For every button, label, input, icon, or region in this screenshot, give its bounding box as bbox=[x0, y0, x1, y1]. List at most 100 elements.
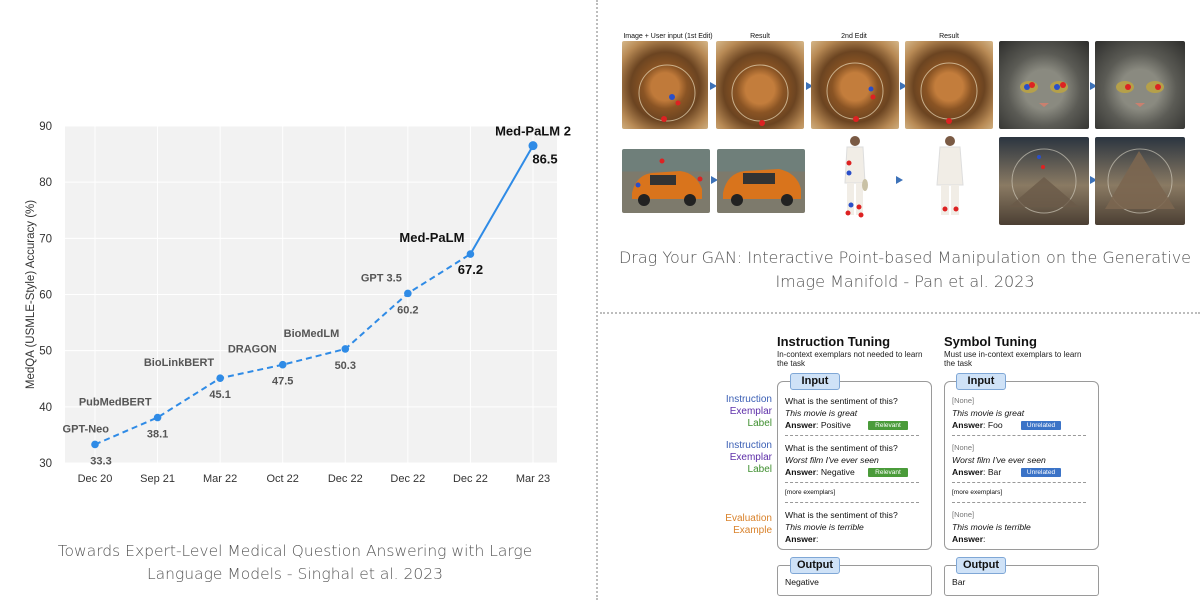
data-point bbox=[528, 141, 538, 151]
instruction-a2: Answer: Negative bbox=[785, 467, 855, 477]
person-image-edit bbox=[835, 133, 875, 223]
data-point bbox=[404, 289, 412, 298]
symbol-output-box bbox=[944, 565, 1099, 596]
value-label: 60.2 bbox=[397, 304, 418, 316]
separator bbox=[785, 502, 919, 503]
vertical-divider bbox=[596, 0, 598, 600]
side-label-exemplar: Exemplar bbox=[729, 406, 772, 417]
answer-value: Foo bbox=[987, 420, 1003, 430]
symbol-e1: This movie is great bbox=[952, 408, 1025, 418]
side-label-group-2: Instruction Exemplar Label bbox=[700, 440, 772, 476]
relevant-tag: Relevant bbox=[868, 421, 908, 430]
y-tick-label: 30 bbox=[39, 458, 52, 470]
instruction-e2: Worst film I've ever seen bbox=[785, 455, 879, 465]
separator bbox=[952, 435, 1086, 436]
x-tick-label: Mar 22 bbox=[203, 473, 237, 485]
symbol-a2: Answer: Bar bbox=[952, 467, 1002, 477]
symbol-q1: [None] bbox=[952, 396, 975, 405]
y-tick-label: 70 bbox=[39, 233, 52, 245]
symbol-q2: [None] bbox=[952, 443, 975, 452]
value-label: 47.5 bbox=[272, 376, 293, 388]
model-label: GPT 3.5 bbox=[361, 272, 402, 284]
answer-value: Negative bbox=[820, 467, 855, 477]
side-label-evaluation: Evaluation bbox=[725, 513, 772, 524]
side-label-label: Label bbox=[747, 464, 772, 475]
landscape-image-result bbox=[1095, 137, 1185, 225]
separator bbox=[952, 502, 1086, 503]
label-result-1: Result bbox=[750, 33, 770, 40]
side-label-example: Example bbox=[733, 525, 772, 536]
instruction-q3: What is the sentiment of this? bbox=[785, 510, 898, 520]
data-point bbox=[216, 374, 224, 382]
side-label-exemplar: Exemplar bbox=[729, 452, 772, 463]
side-label-label: Label bbox=[747, 418, 772, 429]
arrow-icon bbox=[1090, 82, 1097, 90]
y-axis-label: MedQA (USMLE-Style) Accuracy (%) bbox=[25, 200, 37, 389]
series-line-solid bbox=[469, 145, 534, 255]
y-tick-label: 50 bbox=[39, 346, 52, 358]
answer-value: Bar bbox=[987, 467, 1002, 477]
model-label: DRAGON bbox=[228, 344, 277, 356]
horizontal-divider bbox=[600, 312, 1200, 314]
model-label: BioLinkBERT bbox=[144, 357, 215, 369]
side-label-group-1: Instruction Exemplar Label bbox=[700, 394, 772, 430]
answer-label: Answer bbox=[952, 467, 984, 477]
x-tick-label: Oct 22 bbox=[267, 473, 299, 485]
y-tick-label: 80 bbox=[39, 177, 52, 189]
car-image-edit bbox=[622, 149, 710, 213]
model-label: BioMedLM bbox=[284, 328, 340, 340]
cat-image-edit bbox=[999, 41, 1089, 129]
x-tick-label: Dec 22 bbox=[453, 473, 488, 485]
data-point bbox=[341, 345, 350, 353]
instruction-input-box bbox=[777, 381, 932, 550]
value-label: 45.1 bbox=[209, 389, 230, 401]
value-label: 67.2 bbox=[458, 262, 483, 277]
caption-draggan: Drag Your GAN: Interactive Point-based M… bbox=[618, 248, 1192, 291]
label-result-2: Result bbox=[939, 33, 959, 40]
arrow-icon bbox=[900, 82, 907, 90]
arrow-icon bbox=[1090, 176, 1097, 184]
instruction-output-value: Negative bbox=[785, 577, 819, 587]
cat-image-result bbox=[1095, 41, 1185, 129]
side-label-instruction: Instruction bbox=[725, 440, 772, 451]
medqa-accuracy-chart: 30 40 50 60 70 80 90 Dec 20 Sep 21 Mar 22 Oct 22 De… bbox=[25, 121, 571, 485]
more-exemplars: [more exemplars] bbox=[785, 489, 836, 496]
instruction-q2: What is the sentiment of this? bbox=[785, 443, 898, 453]
unrelated-tag: Unrelated bbox=[1021, 421, 1061, 430]
caption-medpalm: Towards Expert-Level Medical Question An… bbox=[57, 542, 533, 583]
model-label: GPT-Neo bbox=[63, 423, 110, 435]
answer-label: Answer bbox=[785, 467, 817, 477]
model-label: PubMedBERT bbox=[79, 397, 152, 409]
x-tick-label: Dec 20 bbox=[78, 473, 113, 485]
car-image-result bbox=[717, 149, 805, 213]
unrelated-tag: Unrelated bbox=[1021, 468, 1061, 477]
separator bbox=[785, 435, 919, 436]
instruction-e3: This movie is terrible bbox=[785, 522, 864, 532]
symbol-e3: This movie is terrible bbox=[952, 522, 1031, 532]
symbol-a1: Answer: Foo bbox=[952, 420, 1003, 430]
instruction-a3: Answer: bbox=[785, 534, 819, 544]
data-point bbox=[91, 440, 99, 449]
x-tick-label: Dec 22 bbox=[390, 473, 425, 485]
y-tick-label: 40 bbox=[39, 402, 52, 414]
answer-label: Answer bbox=[785, 420, 817, 430]
x-tick-label: Mar 23 bbox=[516, 473, 550, 485]
person-image-result bbox=[930, 133, 970, 223]
lion-image-edit-2 bbox=[811, 41, 899, 129]
separator bbox=[785, 482, 919, 483]
lion-image-result-1 bbox=[716, 41, 804, 129]
y-tick-label: 90 bbox=[39, 121, 52, 133]
label-first-edit: Image + User input (1st Edit) bbox=[623, 33, 713, 40]
arrow-icon bbox=[711, 176, 718, 184]
symbol-q3: [None] bbox=[952, 510, 975, 519]
symbol-tuning-subtitle-2: the task bbox=[944, 359, 973, 368]
arrow-icon bbox=[710, 82, 717, 90]
value-label: 38.1 bbox=[147, 429, 168, 441]
side-label-instruction: Instruction bbox=[725, 394, 772, 405]
answer-label: Answer bbox=[952, 420, 984, 430]
answer-label: Answer bbox=[952, 534, 984, 544]
model-label: Med-PaLM 2 bbox=[495, 124, 571, 139]
instruction-a1: Answer: Positive bbox=[785, 420, 851, 430]
arrow-icon bbox=[806, 82, 813, 90]
lion-image-edit-1 bbox=[622, 41, 708, 129]
